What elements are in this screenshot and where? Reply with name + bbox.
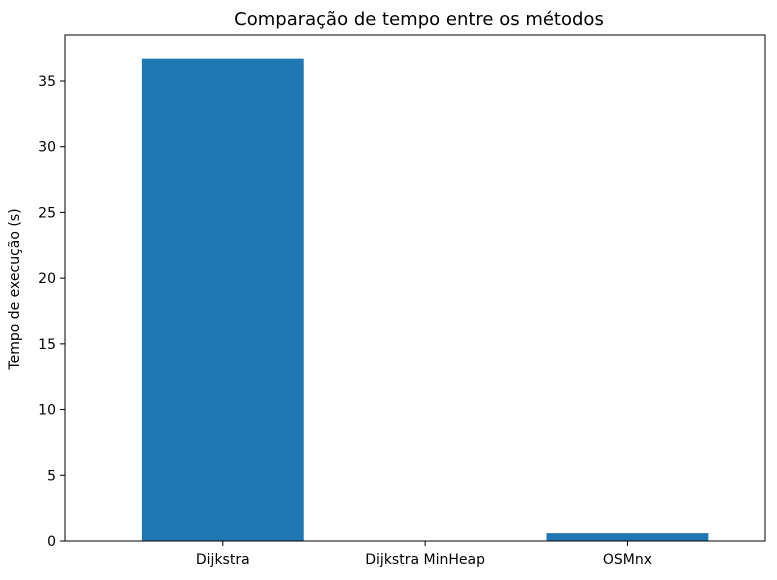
y-tick-label: 0 bbox=[47, 534, 56, 550]
x-tick-label: OSMnx bbox=[603, 552, 652, 568]
bar-dijkstra bbox=[142, 59, 304, 541]
y-axis-label: Tempo de execução (s) bbox=[7, 208, 23, 370]
y-tick-label: 15 bbox=[38, 337, 56, 353]
bar-osmnx bbox=[547, 533, 709, 541]
x-tick-label: Dijkstra MinHeap bbox=[365, 552, 485, 568]
chart-title: Comparação de tempo entre os métodos bbox=[234, 9, 604, 30]
y-tick-label: 5 bbox=[47, 468, 56, 484]
y-tick-label: 20 bbox=[38, 271, 56, 287]
y-tick-label: 10 bbox=[38, 403, 56, 419]
y-tick-label: 30 bbox=[38, 140, 56, 156]
x-ticks-group: Dijkstra Dijkstra MinHeap OSMnx bbox=[196, 541, 652, 568]
y-ticks-group: 0 5 10 15 20 25 30 35 bbox=[38, 74, 65, 550]
x-tick-label: Dijkstra bbox=[196, 552, 250, 568]
y-tick-label: 35 bbox=[38, 74, 56, 90]
y-tick-label: 25 bbox=[38, 205, 56, 221]
bars-group bbox=[142, 59, 708, 541]
